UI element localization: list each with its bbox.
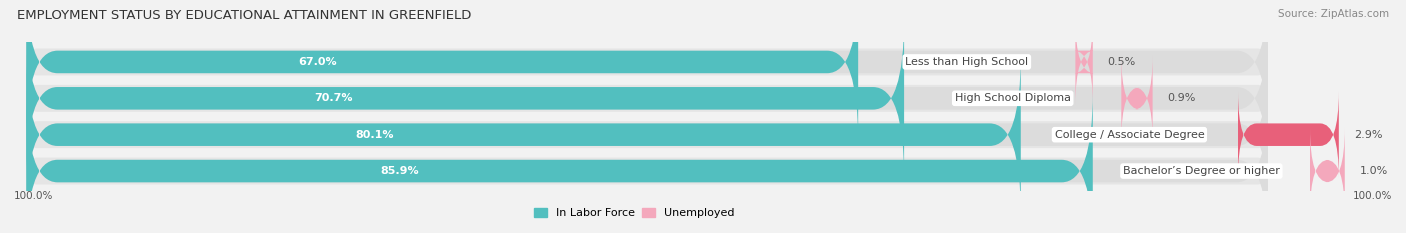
Text: 85.9%: 85.9%	[381, 166, 419, 176]
FancyBboxPatch shape	[1310, 128, 1344, 214]
Text: Source: ZipAtlas.com: Source: ZipAtlas.com	[1278, 9, 1389, 19]
Text: 1.0%: 1.0%	[1360, 166, 1388, 176]
FancyBboxPatch shape	[27, 46, 1268, 78]
FancyBboxPatch shape	[27, 91, 1092, 233]
Text: 0.9%: 0.9%	[1167, 93, 1197, 103]
Legend: In Labor Force, Unemployed: In Labor Force, Unemployed	[534, 208, 734, 218]
FancyBboxPatch shape	[1122, 55, 1153, 142]
FancyBboxPatch shape	[27, 0, 1268, 142]
Text: 100.0%: 100.0%	[1353, 192, 1392, 201]
Text: 0.5%: 0.5%	[1108, 57, 1136, 67]
FancyBboxPatch shape	[1239, 91, 1339, 178]
FancyBboxPatch shape	[27, 19, 904, 178]
Text: Less than High School: Less than High School	[905, 57, 1028, 67]
FancyBboxPatch shape	[27, 91, 1268, 233]
Text: 70.7%: 70.7%	[315, 93, 353, 103]
Text: 2.9%: 2.9%	[1354, 130, 1382, 140]
Text: College / Associate Degree: College / Associate Degree	[1054, 130, 1205, 140]
FancyBboxPatch shape	[27, 0, 858, 142]
FancyBboxPatch shape	[1074, 19, 1094, 105]
Text: EMPLOYMENT STATUS BY EDUCATIONAL ATTAINMENT IN GREENFIELD: EMPLOYMENT STATUS BY EDUCATIONAL ATTAINM…	[17, 9, 471, 22]
FancyBboxPatch shape	[27, 83, 1268, 114]
Text: 67.0%: 67.0%	[298, 57, 337, 67]
Text: 100.0%: 100.0%	[14, 192, 53, 201]
FancyBboxPatch shape	[27, 155, 1268, 187]
Text: 80.1%: 80.1%	[356, 130, 394, 140]
Text: High School Diploma: High School Diploma	[955, 93, 1071, 103]
FancyBboxPatch shape	[27, 55, 1021, 214]
Text: Bachelor’s Degree or higher: Bachelor’s Degree or higher	[1123, 166, 1279, 176]
FancyBboxPatch shape	[27, 119, 1268, 150]
FancyBboxPatch shape	[27, 19, 1268, 178]
FancyBboxPatch shape	[27, 55, 1268, 214]
